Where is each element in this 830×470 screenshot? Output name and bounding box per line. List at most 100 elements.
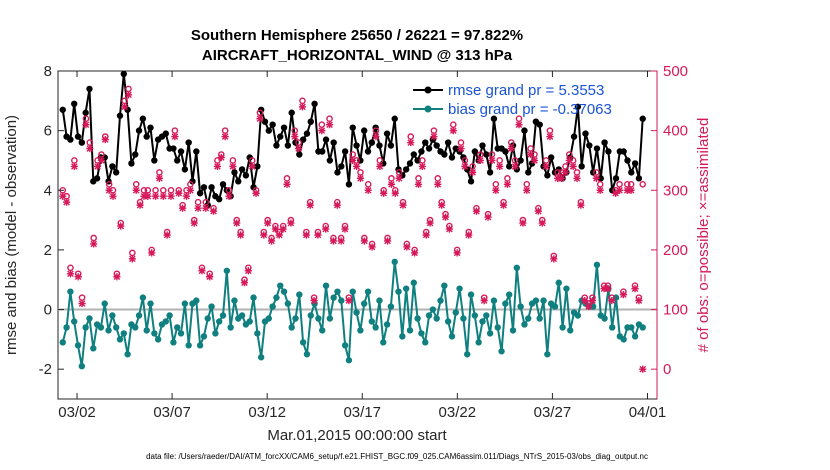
- assimilated-point: [426, 219, 434, 227]
- rmse-point: [341, 148, 349, 155]
- assimilated-point: [151, 192, 160, 200]
- bias-point: [425, 312, 433, 319]
- rmse-point: [307, 118, 314, 125]
- y-tick-label-left: 2: [44, 242, 52, 259]
- bias-point: [139, 294, 147, 301]
- bias-point: [525, 315, 532, 322]
- rmse-point: [82, 109, 89, 116]
- bias-point: [414, 315, 421, 322]
- assimilated-point: [418, 162, 426, 171]
- bias-point: [109, 312, 116, 319]
- bias-point: [479, 318, 486, 325]
- bias-point: [532, 297, 540, 304]
- assimilated-point: [329, 237, 338, 245]
- rmse-point: [383, 130, 391, 137]
- bias-point: [551, 303, 559, 310]
- rmse-point: [139, 115, 147, 122]
- assimilated-point: [612, 189, 620, 197]
- bias-point: [357, 327, 364, 334]
- rmse-point: [525, 169, 532, 176]
- bias-point: [372, 324, 379, 331]
- bias-point: [505, 291, 513, 298]
- assimilated-point: [101, 135, 109, 144]
- y-tick-label-left: 4: [44, 182, 52, 199]
- bias-point: [185, 342, 192, 349]
- bias-point: [63, 324, 70, 331]
- bias-point: [334, 288, 341, 295]
- assimilated-point: [383, 237, 392, 245]
- bias-point: [326, 315, 334, 322]
- rmse-point: [574, 103, 582, 110]
- assimilated-point: [240, 279, 249, 287]
- assimilated-point: [530, 156, 539, 165]
- bias-point: [74, 342, 82, 349]
- bias-point: [521, 321, 528, 328]
- bias-point: [181, 300, 189, 307]
- bias-point: [101, 300, 108, 307]
- bias-point: [399, 333, 406, 340]
- assimilated-point: [283, 180, 291, 188]
- rmse-point: [414, 157, 421, 164]
- assimilated-point: [499, 201, 508, 209]
- assimilated-point: [90, 240, 98, 248]
- bias-point: [254, 330, 261, 337]
- rmse-point: [418, 148, 425, 155]
- assimilated-point: [163, 231, 171, 239]
- bias-point: [162, 318, 169, 325]
- rmse-point: [433, 142, 440, 149]
- bias-point: [284, 300, 292, 307]
- rmse-point: [586, 142, 593, 149]
- assimilated-point: [465, 231, 473, 239]
- assimilated-point: [229, 162, 237, 171]
- assimilated-point: [113, 273, 121, 281]
- bias-point: [509, 327, 517, 334]
- rmse-point: [547, 154, 555, 161]
- assimilated-point: [302, 231, 310, 239]
- bias-point: [196, 342, 204, 349]
- y-axis-label-left: rmse and bias (model - observation): [3, 115, 20, 355]
- rmse-point: [612, 175, 620, 182]
- bias-point: [609, 324, 616, 331]
- assimilated-point: [430, 133, 438, 141]
- plot-area: [57, 70, 658, 400]
- bias-point: [567, 327, 574, 334]
- bias-point: [593, 261, 601, 269]
- bias-point: [429, 306, 437, 313]
- assimilated-point: [159, 192, 167, 200]
- bias-point: [78, 363, 86, 370]
- assimilated-point: [213, 162, 222, 171]
- rmse-point: [273, 142, 280, 149]
- rmse-point: [261, 118, 269, 125]
- rmse-point: [536, 121, 543, 128]
- rmse-point: [288, 109, 295, 116]
- bias-point: [395, 288, 402, 295]
- y-tick-label-left: 6: [44, 123, 52, 140]
- assimilated-point: [66, 270, 75, 278]
- bias-point: [67, 288, 74, 295]
- bias-point: [280, 288, 288, 295]
- legend: rmse grand pr = 5.3553 bias grand pr = -…: [413, 82, 612, 118]
- bias-point: [555, 279, 562, 286]
- rmse-point: [284, 142, 292, 149]
- bias-point: [151, 330, 158, 337]
- bias-point: [471, 312, 479, 319]
- rmse-point: [376, 142, 383, 149]
- assimilated-point: [248, 162, 256, 171]
- rmse-point: [490, 115, 498, 122]
- bias-point: [227, 324, 234, 331]
- rmse-point: [578, 163, 585, 170]
- assimilated-point: [569, 162, 577, 171]
- assimilated-point: [550, 255, 558, 263]
- assimilated-point: [144, 192, 152, 200]
- bias-point: [540, 297, 547, 304]
- assimilated-point: [78, 299, 86, 308]
- rmse-point: [334, 169, 341, 176]
- assimilated-point: [260, 231, 268, 239]
- rmse-point: [71, 100, 78, 108]
- bias-point: [338, 297, 345, 304]
- rmse-point: [422, 139, 429, 146]
- rmse-point: [444, 139, 452, 146]
- rmse-point: [174, 157, 181, 164]
- rmse-point: [280, 124, 288, 131]
- bias-point: [120, 330, 128, 337]
